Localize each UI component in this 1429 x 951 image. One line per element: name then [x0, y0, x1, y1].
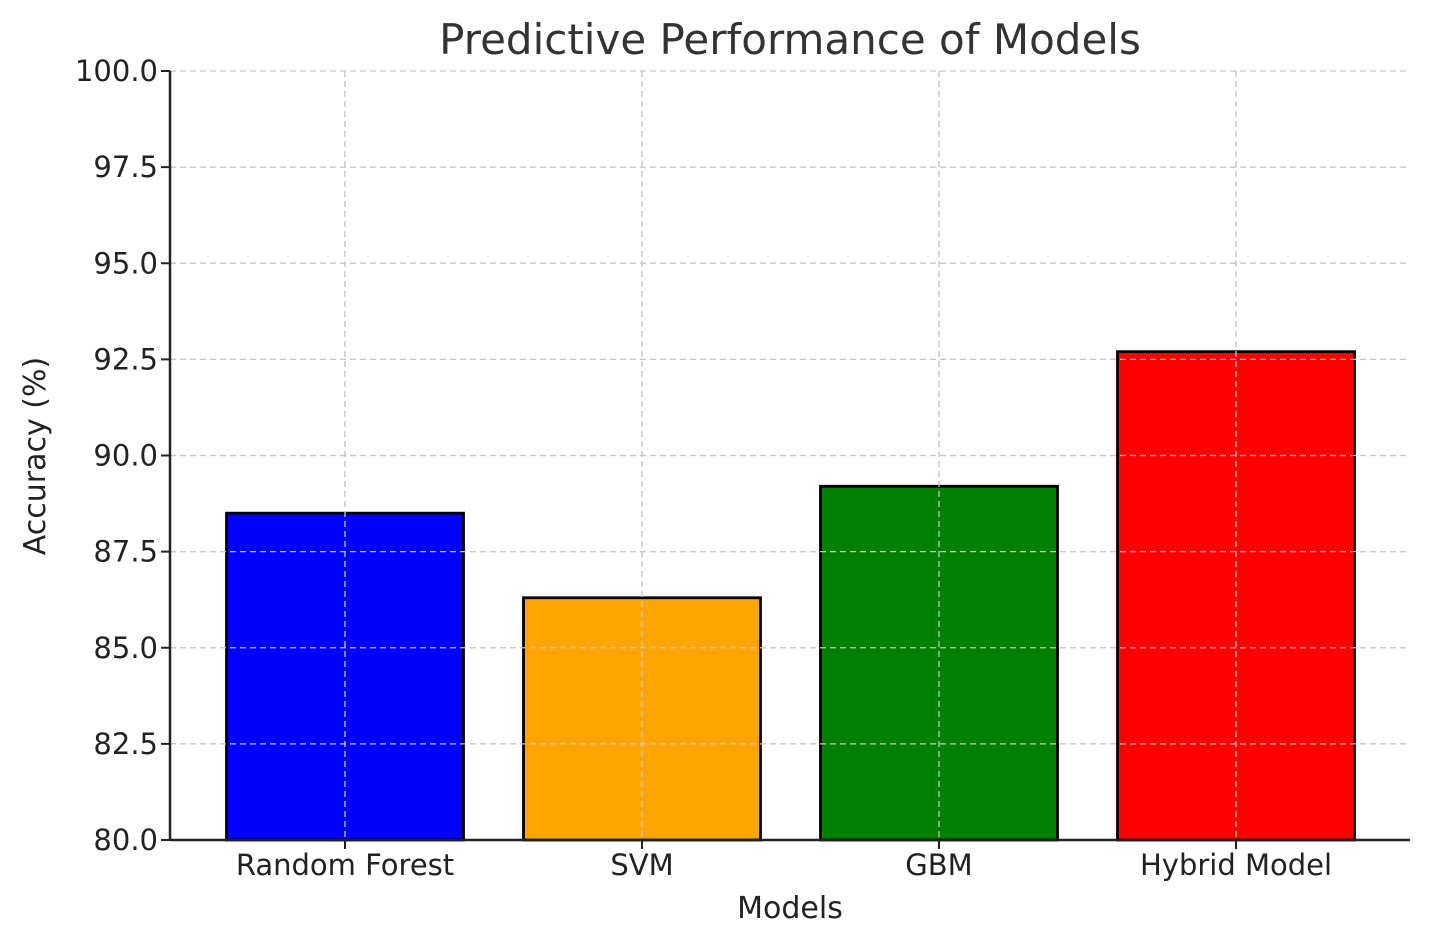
chart-title: Predictive Performance of Models — [439, 15, 1141, 64]
y-tick-label: 92.5 — [93, 342, 158, 376]
y-tick-label: 80.0 — [93, 823, 158, 857]
x-axis-label: Models — [737, 891, 843, 926]
y-tick-label: 82.5 — [93, 727, 158, 761]
y-tick-label: 95.0 — [93, 246, 158, 280]
x-tick-label: SVM — [610, 848, 673, 882]
y-tick-label: 87.5 — [93, 535, 158, 569]
y-tick-label: 100.0 — [75, 54, 158, 88]
y-tick-label: 97.5 — [93, 150, 158, 184]
bars-layer — [170, 71, 1410, 842]
x-tick-label: GBM — [905, 848, 972, 882]
y-tick-label: 85.0 — [93, 631, 158, 665]
y-axis-label: Accuracy (%) — [18, 357, 53, 555]
ticks-layer: 80.0 82.5 85.0 87.5 90.0 92.5 95.0 97.5 100.0 Ran… — [75, 54, 1332, 882]
x-tick-label: Hybrid Model — [1140, 848, 1332, 882]
x-tick-label: Random Forest — [236, 848, 454, 882]
y-tick-label: 90.0 — [93, 439, 158, 473]
bar-svm — [522, 596, 762, 842]
